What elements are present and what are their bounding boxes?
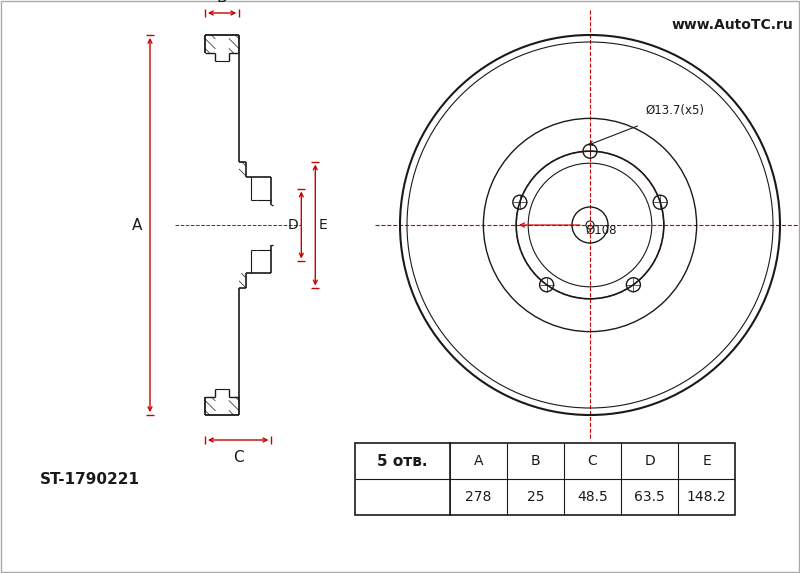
Text: www.AutoTC.ru: www.AutoTC.ru: [671, 18, 793, 32]
Text: A: A: [474, 454, 483, 468]
Text: 25: 25: [526, 490, 544, 504]
Text: 5 отв.: 5 отв.: [378, 453, 428, 469]
Bar: [355, 443, 450, 515]
Text: D: D: [287, 218, 298, 232]
Text: ST-1790221: ST-1790221: [40, 472, 140, 486]
Text: 63.5: 63.5: [634, 490, 665, 504]
Text: E: E: [702, 454, 711, 468]
Text: A: A: [132, 218, 142, 233]
Text: E: E: [318, 218, 327, 232]
Text: 278: 278: [466, 490, 492, 504]
Text: Ø13.7(x5): Ø13.7(x5): [645, 104, 704, 117]
Text: Ø108: Ø108: [585, 223, 617, 237]
Text: B: B: [217, 0, 227, 5]
Text: C: C: [233, 450, 243, 465]
Text: C: C: [588, 454, 598, 468]
Text: 148.2: 148.2: [686, 490, 726, 504]
Bar: [450, 443, 735, 515]
Text: B: B: [530, 454, 540, 468]
Text: D: D: [644, 454, 655, 468]
Text: 48.5: 48.5: [577, 490, 608, 504]
